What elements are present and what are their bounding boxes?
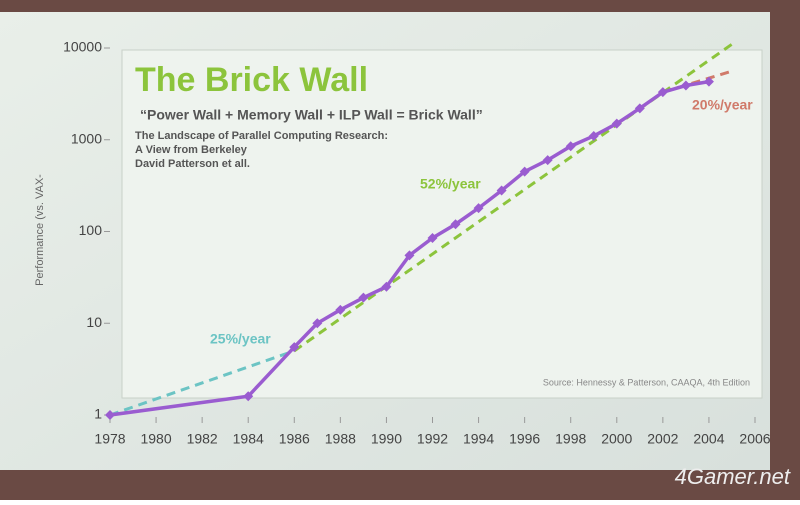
plot-frame [121, 49, 763, 399]
marker [450, 219, 461, 230]
marker [588, 130, 599, 141]
marker [634, 103, 645, 114]
watermark: 4Gamer.net [675, 464, 791, 489]
x-tick-label: 1980 [140, 431, 171, 447]
x-tick-label: 1992 [417, 431, 448, 447]
x-tick-label: 1986 [279, 431, 310, 447]
x-tick-label: 1978 [94, 431, 125, 447]
x-tick-label: 1996 [509, 431, 540, 447]
x-tick-label: 1994 [463, 431, 494, 447]
x-tick-label: 2006 [739, 431, 770, 447]
subtitle: “Power Wall + Memory Wall + ILP Wall = B… [140, 107, 483, 123]
marker [289, 342, 300, 353]
rate-label: 25%/year [210, 331, 271, 347]
rate-label: 20%/year [692, 97, 753, 113]
marker [243, 391, 254, 402]
trend-line [109, 349, 295, 417]
note: A View from Berkeley [135, 144, 248, 156]
marker [335, 304, 346, 315]
marker [105, 410, 115, 420]
source: Source: Hennessy & Patterson, CAAQA, 4th… [543, 377, 750, 387]
marker [381, 281, 392, 292]
y-tick-label: 1 [94, 406, 102, 422]
marker [519, 166, 530, 177]
x-tick-label: 2002 [647, 431, 678, 447]
marker [427, 232, 438, 243]
marker [358, 292, 369, 303]
marker [611, 118, 622, 129]
x-tick-label: 1984 [233, 431, 264, 447]
x-tick-label: 1988 [325, 431, 356, 447]
marker [496, 185, 507, 196]
marker [657, 87, 668, 98]
marker [312, 318, 323, 329]
y-axis-label: Performance (vs. VAX- [34, 174, 46, 286]
y-tick-label: 10000 [63, 39, 102, 55]
note: David Patterson et all. [135, 158, 250, 170]
rate-label: 52%/year [420, 176, 481, 192]
marker [542, 155, 553, 166]
marker [680, 80, 691, 91]
x-tick-label: 2000 [601, 431, 632, 447]
marker [473, 203, 484, 214]
marker [404, 250, 415, 261]
y-tick-label: 1000 [71, 130, 102, 146]
note: The Landscape of Parallel Computing Rese… [135, 130, 388, 142]
marker [703, 76, 714, 87]
marker [565, 141, 576, 152]
x-tick-label: 1990 [371, 431, 402, 447]
trend-line [662, 69, 733, 94]
y-tick-label: 10 [86, 314, 102, 330]
chart-title: The Brick Wall [135, 61, 368, 99]
x-tick-label: 1982 [187, 431, 218, 447]
x-tick-label: 2004 [693, 431, 724, 447]
x-tick-label: 1998 [555, 431, 586, 447]
y-tick-label: 100 [79, 222, 103, 238]
